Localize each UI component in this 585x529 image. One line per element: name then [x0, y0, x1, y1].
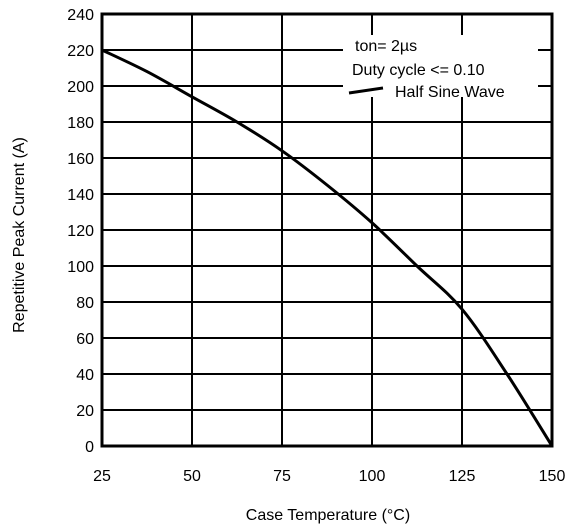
- x-tick-label: 150: [539, 468, 566, 485]
- y-tick-label: 80: [76, 295, 94, 312]
- y-tick-label: 120: [67, 223, 94, 240]
- series-line-0: [101, 48, 554, 447]
- y-tick-label: 0: [85, 439, 94, 456]
- legend-swatch: [348, 86, 384, 95]
- x-tick-label: 75: [273, 468, 291, 485]
- series-layer: [101, 48, 554, 447]
- y-tick-label: 240: [67, 7, 94, 24]
- x-tick-label: 25: [93, 468, 111, 485]
- y-tick-label: 200: [67, 79, 94, 96]
- y-tick-label: 220: [67, 43, 94, 60]
- y-tick-label: 60: [76, 331, 94, 348]
- annotation-duty-cycle: Duty cycle <= 0.10: [352, 62, 485, 79]
- y-tick-label: 160: [67, 151, 94, 168]
- annotation-ton: ton= 2µs: [355, 38, 417, 55]
- tick-labels: 0 20 40 60 80 100 120 140 160 180 200 220 240 25 50 75 1…: [67, 7, 565, 485]
- x-tick-label: 50: [183, 468, 201, 485]
- y-tick-label: 100: [67, 259, 94, 276]
- y-tick-label: 140: [67, 187, 94, 204]
- x-axis-title: Case Temperature (°C): [246, 507, 410, 524]
- y-tick-label: 40: [76, 367, 94, 384]
- plot-frame: [100, 12, 554, 448]
- annotation-box: ton= 2µs Duty cycle <= 0.10 Half Sine Wa…: [343, 35, 538, 101]
- x-tick-label: 125: [449, 468, 476, 485]
- legend-label: Half Sine Wave: [395, 84, 505, 101]
- x-tick-label: 100: [359, 468, 386, 485]
- y-axis-title: Repetitive Peak Current (A): [11, 137, 28, 333]
- y-tick-label: 180: [67, 115, 94, 132]
- annotation-background: [343, 35, 538, 97]
- y-tick-label: 20: [76, 403, 94, 420]
